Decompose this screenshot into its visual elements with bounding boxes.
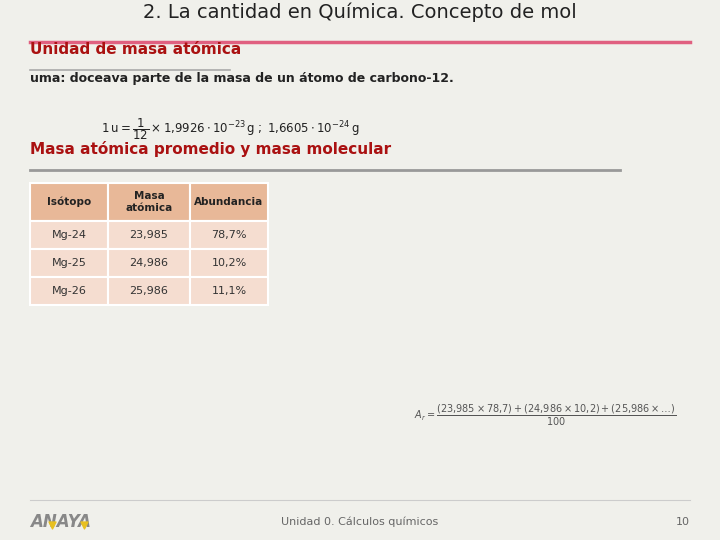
Bar — [190, 183, 268, 221]
Text: Unidad 0. Cálculos químicos: Unidad 0. Cálculos químicos — [282, 517, 438, 527]
Bar — [30, 221, 108, 249]
Text: ANAYA: ANAYA — [30, 513, 91, 531]
Bar — [190, 249, 268, 277]
Bar — [30, 249, 108, 277]
Text: 24,986: 24,986 — [130, 258, 168, 268]
Text: Abundancia: Abundancia — [194, 197, 264, 207]
Bar — [108, 183, 190, 221]
Text: $1\,\mathrm{u} = \dfrac{1}{12} \times 1{,}9926 \cdot 10^{-23}\,\mathrm{g}\;;\;1{: $1\,\mathrm{u} = \dfrac{1}{12} \times 1{… — [101, 116, 359, 142]
Bar — [30, 183, 108, 221]
Bar — [190, 277, 268, 305]
Text: 25,986: 25,986 — [130, 286, 168, 296]
Text: Isótopo: Isótopo — [47, 197, 91, 207]
Text: Masa atómica promedio y masa molecular: Masa atómica promedio y masa molecular — [30, 141, 391, 157]
Bar — [30, 277, 108, 305]
Text: Mg-26: Mg-26 — [52, 286, 86, 296]
Bar — [108, 221, 190, 249]
Text: 78,7%: 78,7% — [211, 230, 247, 240]
Text: 2. La cantidad en Química. Concepto de mol: 2. La cantidad en Química. Concepto de m… — [143, 3, 577, 22]
Text: 11,1%: 11,1% — [212, 286, 246, 296]
Bar — [108, 249, 190, 277]
Text: Masa
atómica: Masa atómica — [125, 191, 173, 213]
Text: 23,985: 23,985 — [130, 230, 168, 240]
Text: 10,2%: 10,2% — [212, 258, 247, 268]
Text: Unidad de masa atómica: Unidad de masa atómica — [30, 42, 241, 57]
Point — [78, 521, 90, 529]
Text: Mg-24: Mg-24 — [52, 230, 86, 240]
Text: uma: doceava parte de la masa de un átomo de carbono-12.: uma: doceava parte de la masa de un átom… — [30, 72, 454, 85]
Bar — [108, 277, 190, 305]
Text: $A_r = \dfrac{(23{,}985\times78{,}7) + (24{,}986\times10{,}2) + (25{,}986\times\: $A_r = \dfrac{(23{,}985\times78{,}7) + (… — [414, 402, 676, 428]
Bar — [190, 221, 268, 249]
Point — [46, 521, 58, 529]
Text: Mg-25: Mg-25 — [52, 258, 86, 268]
Text: 10: 10 — [676, 517, 690, 527]
